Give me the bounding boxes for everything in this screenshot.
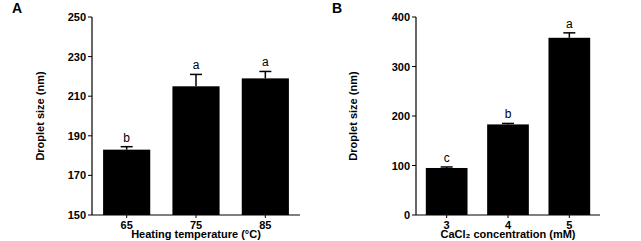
x-tick — [508, 215, 509, 218]
y-tick-label: 200 — [392, 110, 410, 122]
x-tick — [446, 215, 447, 218]
error-cap — [121, 146, 133, 148]
panel: Abaa150170190210230250657585Heating temp… — [12, 0, 300, 240]
bars — [103, 71, 289, 215]
y-axis-line — [91, 17, 92, 215]
error-stem — [265, 71, 267, 78]
y-tick — [88, 175, 92, 176]
error-bar — [563, 33, 575, 38]
bar — [172, 86, 219, 215]
y-axis-label: Droplet size (nm) — [34, 71, 46, 161]
y-tick — [412, 17, 416, 18]
x-tick — [126, 215, 127, 218]
bars — [426, 33, 590, 215]
y-tick — [88, 56, 92, 57]
bar — [487, 124, 529, 215]
y-tick-label: 150 — [68, 209, 86, 221]
error-cap — [441, 166, 453, 168]
error-bar — [259, 71, 271, 78]
bar — [103, 150, 150, 215]
y-tick — [88, 215, 92, 216]
bar — [426, 168, 468, 215]
y-tick — [412, 116, 416, 117]
y-axis-label: Droplet size (nm) — [347, 71, 359, 161]
y-tick-label: 0 — [404, 209, 410, 221]
significance-letter: b — [505, 107, 512, 121]
y-tick-label: 300 — [392, 61, 410, 73]
y-tick-label: 210 — [68, 90, 86, 102]
significance-letter: a — [566, 17, 573, 31]
error-bar — [441, 166, 453, 168]
error-cap — [259, 71, 271, 73]
y-tick-label: 230 — [68, 51, 86, 63]
panel: Bcba0100200300400345CaCl₂ concentration … — [332, 0, 600, 240]
y-tick — [412, 66, 416, 67]
significance-letter: b — [123, 131, 130, 145]
x-tick — [265, 215, 266, 218]
significance-letter: a — [262, 55, 269, 69]
error-bar — [502, 123, 514, 125]
error-cap — [563, 32, 575, 34]
error-cap — [502, 123, 514, 125]
y-tick — [412, 165, 416, 166]
y-tick — [412, 215, 416, 216]
y-tick-label: 190 — [68, 130, 86, 142]
error-bar — [190, 74, 202, 86]
y-tick — [88, 135, 92, 136]
figure: Abaa150170190210230250657585Heating temp… — [0, 0, 641, 241]
bar — [242, 78, 289, 215]
x-axis-label: CaCl₂ concentration (mM) — [440, 228, 575, 240]
panel-label: B — [332, 0, 342, 16]
error-bar — [121, 147, 133, 150]
bar — [548, 38, 590, 215]
error-cap — [190, 74, 202, 76]
x-axis-label: Heating temperature (°C) — [131, 228, 261, 240]
x-tick — [196, 215, 197, 218]
y-tick — [88, 96, 92, 97]
y-tick-label: 170 — [68, 169, 86, 181]
y-tick-label: 250 — [68, 11, 86, 23]
y-tick-label: 100 — [392, 160, 410, 172]
significance-letter: a — [193, 58, 200, 72]
y-tick-label: 400 — [392, 11, 410, 23]
x-tick-label: 85 — [259, 219, 271, 231]
y-tick — [88, 17, 92, 18]
panel-label: A — [12, 0, 22, 16]
significance-letter: c — [444, 151, 450, 165]
x-tick — [569, 215, 570, 218]
error-stem — [195, 74, 197, 86]
